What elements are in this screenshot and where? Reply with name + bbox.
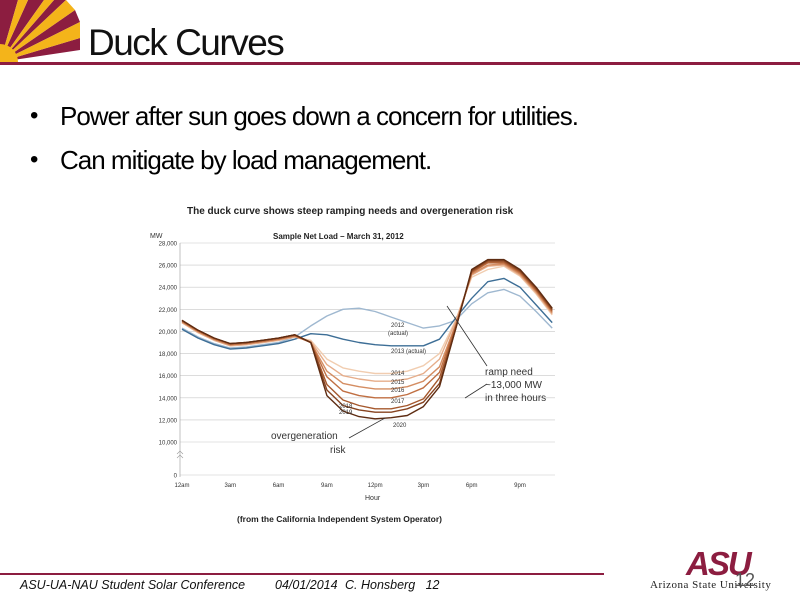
axis-break-mark <box>176 450 184 459</box>
series-label-2015: 2015 <box>391 380 405 386</box>
y-tick-label: 22,000 <box>159 308 178 314</box>
x-tick-label: 12am <box>174 483 189 489</box>
x-axis-label: Hour <box>365 495 381 502</box>
y-tick-label: 24,000 <box>159 286 178 292</box>
y-axis-label: MW <box>150 233 163 240</box>
sunburst-logo-graphic <box>0 0 80 62</box>
series-label-2017: 2017 <box>391 399 405 405</box>
bullet-list: Power after sun goes down a concern for … <box>30 98 579 186</box>
y-tick-label: 20,000 <box>159 330 178 336</box>
x-tick-label: 3pm <box>418 483 430 489</box>
series-label-2014: 2014 <box>391 371 405 377</box>
series-line-2014 <box>181 265 553 375</box>
series-label-2020: 2020 <box>393 423 407 429</box>
title-rule <box>0 62 800 65</box>
gridlines <box>176 242 555 477</box>
duck-curve-chart: The duck curve shows steep ramping needs… <box>150 206 555 524</box>
series-line-2015 <box>181 264 553 382</box>
x-tick-label: 6am <box>273 483 285 489</box>
y-tick-label: 12,000 <box>159 418 178 424</box>
series-line-2020 <box>181 258 553 420</box>
sunburst-rays <box>0 0 80 62</box>
y-tick-label: 28,000 <box>159 242 178 248</box>
series-label-2012-actual: (actual) <box>388 331 408 337</box>
y-tick-label: 26,000 <box>159 264 178 270</box>
x-tick-label: 3am <box>224 483 236 489</box>
y-tick-label: 0 <box>174 474 178 480</box>
series-labels: 2012 (actual) 2013 (actual) 2014 2015 20… <box>339 323 426 429</box>
footer-author-page: C. Honsberg 12 <box>345 578 440 592</box>
annotation-ramp-line2: ~13,000 MW <box>485 380 543 391</box>
series-label-2016: 2016 <box>391 388 405 394</box>
series-label-2019: 2019 <box>339 410 353 416</box>
series-line-2017 <box>181 262 553 399</box>
annotation-ramp-need: ramp need ~13,000 MW in three hours <box>446 305 546 404</box>
x-tick-label: 9pm <box>514 483 526 489</box>
y-tick-label: 18,000 <box>159 352 178 358</box>
x-tick-label: 12pm <box>368 483 383 489</box>
bullet-item: Can mitigate by load management. <box>30 142 578 186</box>
x-tick-label: 6pm <box>466 483 478 489</box>
footer-rule <box>0 573 604 575</box>
sun-icon <box>0 44 18 62</box>
page-number: 12 <box>735 570 756 590</box>
annotation-ramp-line1: ramp need <box>485 367 533 378</box>
chart-subtitle: Sample Net Load – March 31, 2012 <box>273 232 404 241</box>
x-tick-label: 9am <box>321 483 333 489</box>
series-label-2013: 2013 (actual) <box>391 349 426 355</box>
series-line-2012 <box>181 288 553 349</box>
series-label-2012: 2012 <box>391 323 405 329</box>
annotation-ramp-line3: in three hours <box>485 393 546 404</box>
annotation-overgeneration: overgeneration risk <box>271 417 386 456</box>
asu-logo-text: Arizona State University <box>650 579 772 591</box>
y-tick-label: 14,000 <box>159 396 178 402</box>
series-line-2013 <box>181 277 553 350</box>
footer-date: 04/01/2014 <box>275 578 338 592</box>
series-lines <box>181 258 553 420</box>
annotation-overgen-line1: overgeneration <box>271 431 338 442</box>
y-tick-label: 16,000 <box>159 374 178 380</box>
annotation-overgen-line2: risk <box>330 445 347 456</box>
footer-conference: ASU-UA-NAU Student Solar Conference <box>20 578 246 592</box>
series-label-2018: 2018 <box>339 404 353 410</box>
slide-title: Duck Curves <box>88 22 285 63</box>
x-tick-labels: 12am 3am 6am 9am 12pm 3pm 6pm 9pm <box>174 483 525 489</box>
chart-title: The duck curve shows steep ramping needs… <box>187 206 514 217</box>
bullet-item: Power after sun goes down a concern for … <box>30 98 579 142</box>
y-tick-label: 10,000 <box>159 441 178 447</box>
chart-source: (from the California Independent System … <box>237 514 442 524</box>
asu-logo: ASU Arizona State University <box>650 545 795 595</box>
asu-logo-mark: ASU <box>686 545 752 582</box>
y-tick-labels: 0 10,000 12,000 14,000 16,000 18,000 20,000 22,… <box>159 242 178 480</box>
